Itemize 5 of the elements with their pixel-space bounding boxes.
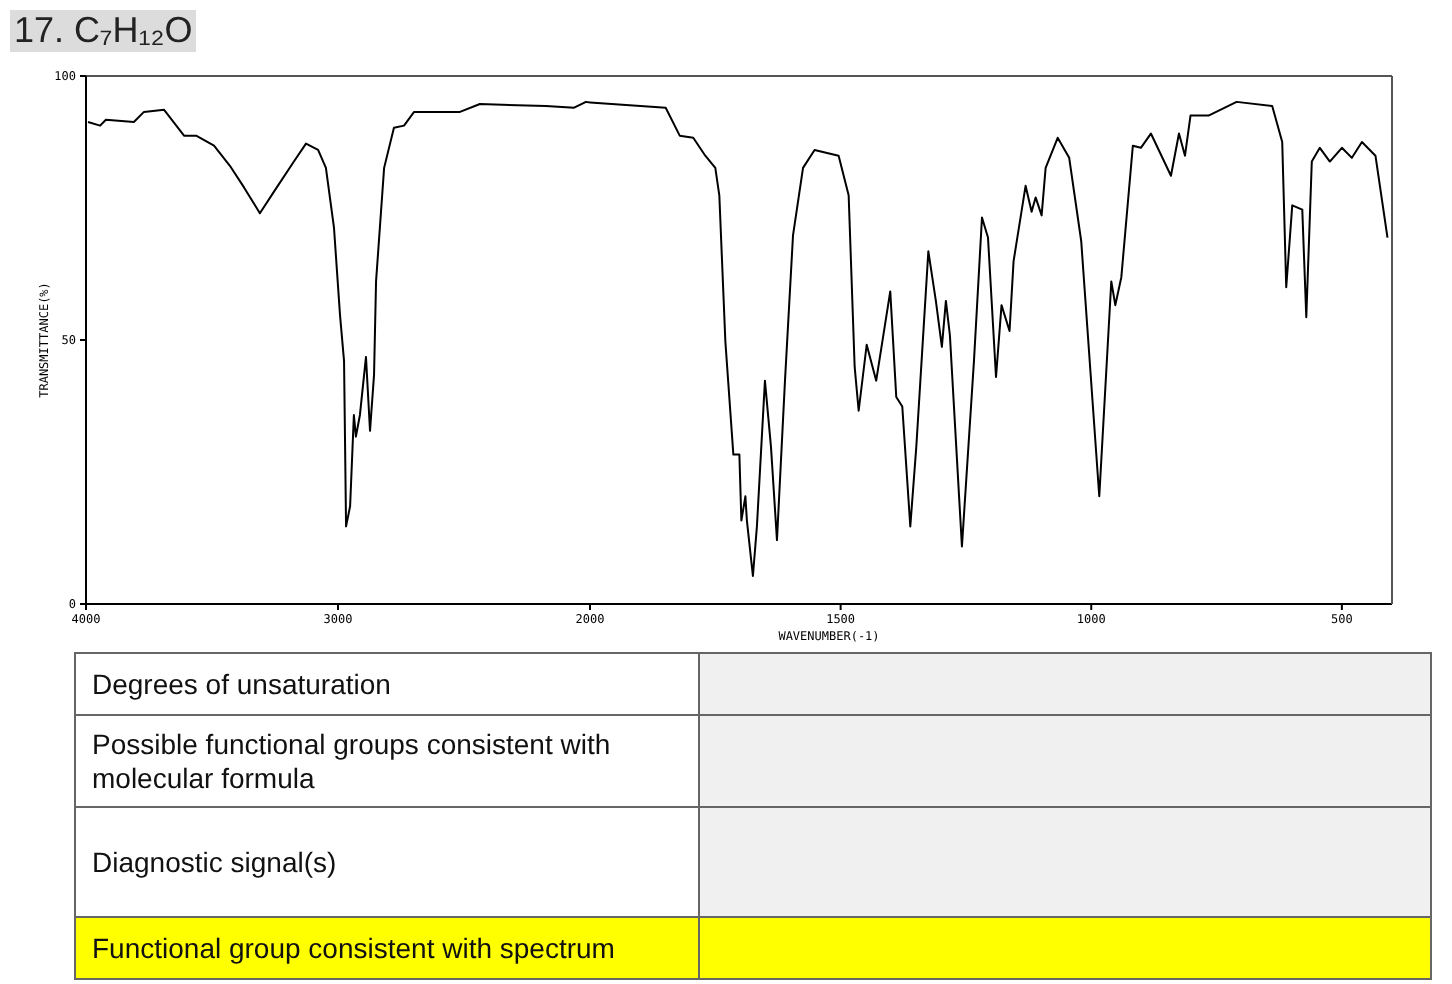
text: Functional group consistent with spectrum bbox=[75, 917, 699, 979]
text: Degrees of unsaturation bbox=[75, 653, 699, 715]
text: Possible functional groups consistent with molecular formula bbox=[75, 715, 699, 807]
chart-title: 17. C₇H₁₂O bbox=[10, 10, 197, 52]
text: Diagnostic signal(s) bbox=[75, 807, 699, 917]
